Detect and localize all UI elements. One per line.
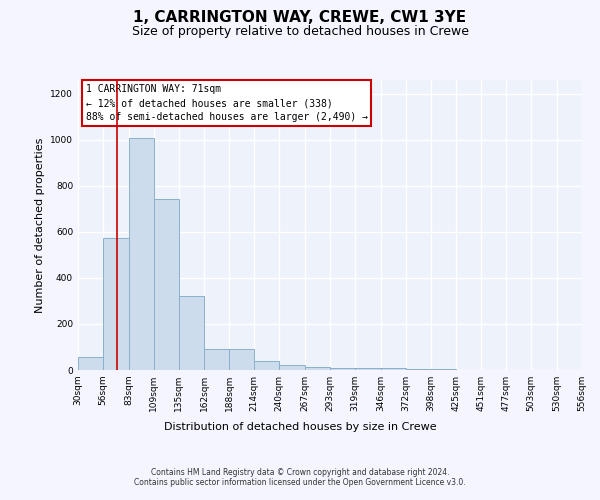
Bar <box>254 361 279 370</box>
Bar <box>229 350 254 370</box>
Bar <box>406 369 431 370</box>
Text: 1, CARRINGTON WAY, CREWE, CW1 3YE: 1, CARRINGTON WAY, CREWE, CW1 3YE <box>133 10 467 25</box>
Y-axis label: Number of detached properties: Number of detached properties <box>35 138 44 312</box>
Bar <box>330 368 355 370</box>
Text: 1 CARRINGTON WAY: 71sqm
← 12% of detached houses are smaller (338)
88% of semi-d: 1 CARRINGTON WAY: 71sqm ← 12% of detache… <box>86 84 368 122</box>
Bar <box>103 238 129 370</box>
Bar <box>305 366 330 370</box>
Text: Distribution of detached houses by size in Crewe: Distribution of detached houses by size … <box>164 422 436 432</box>
Bar <box>179 296 205 370</box>
Bar <box>279 365 305 370</box>
Bar <box>355 368 381 370</box>
Bar <box>78 357 103 370</box>
Text: Contains HM Land Registry data © Crown copyright and database right 2024.
Contai: Contains HM Land Registry data © Crown c… <box>134 468 466 487</box>
Bar <box>129 138 154 370</box>
Text: Size of property relative to detached houses in Crewe: Size of property relative to detached ho… <box>131 24 469 38</box>
Bar <box>205 350 229 370</box>
Bar <box>154 198 179 370</box>
Bar <box>381 368 406 370</box>
